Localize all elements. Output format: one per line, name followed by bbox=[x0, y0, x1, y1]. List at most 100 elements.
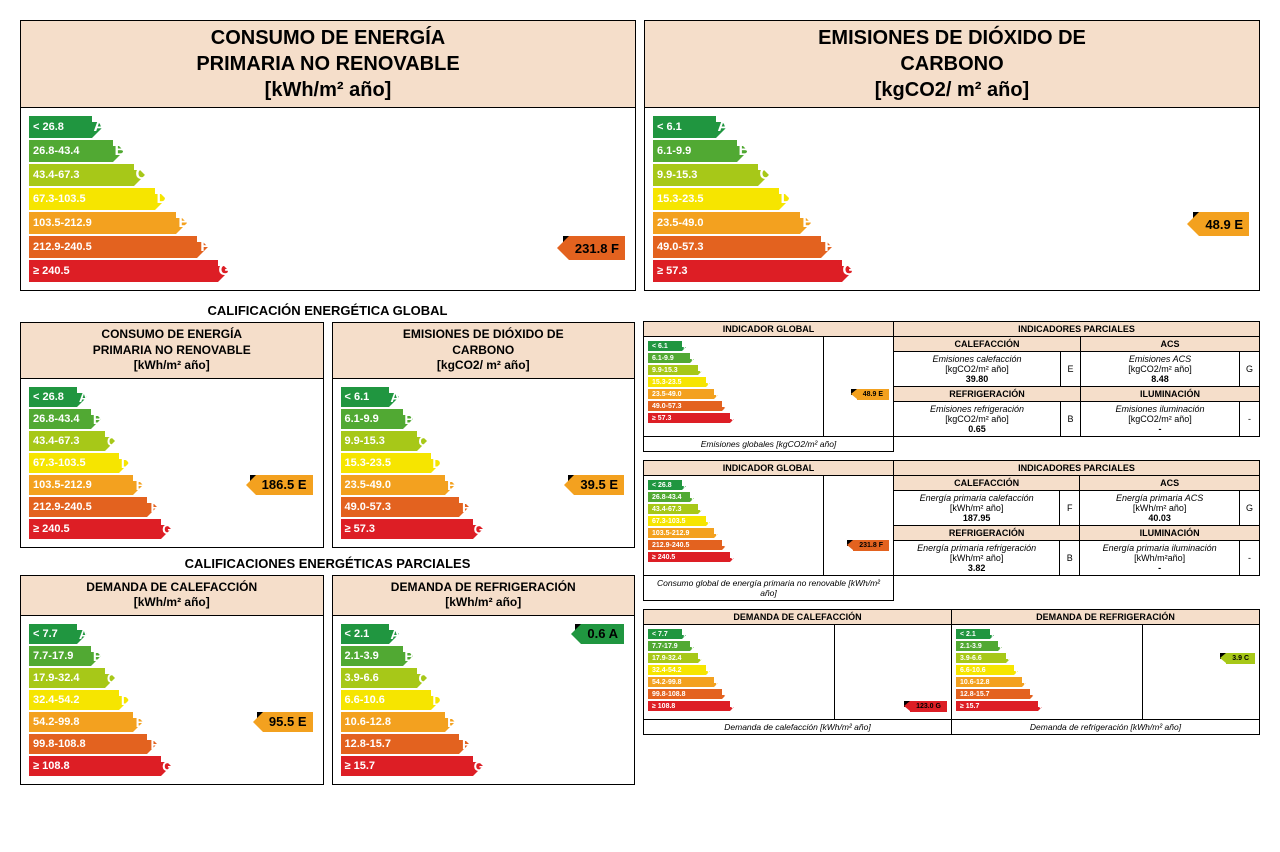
rating-bar-G: ≥ 108.8G bbox=[29, 756, 161, 776]
th-global-2: INDICADOR GLOBAL bbox=[644, 461, 894, 476]
th-global-1: INDICADOR GLOBAL bbox=[644, 322, 894, 337]
chart-global-right: < 6.1A6.1-9.9B9.9-15.3C15.3-23.5D23.5-49… bbox=[333, 379, 635, 547]
header-global-left: CONSUMO DE ENERGÍAPRIMARIA NO RENOVABLE[… bbox=[21, 323, 323, 379]
table-indicators-1: INDICADOR GLOBAL INDICADORES PARCIALES <… bbox=[643, 321, 1260, 452]
panel-partial-right: DEMANDA DE REFRIGERACIÓN[kWh/m² año] < 2… bbox=[332, 575, 636, 785]
rating-bar-C: 43.4-67.3C bbox=[648, 504, 819, 514]
rating-pointer: 39.5 E bbox=[574, 475, 624, 495]
rating-bar-D: 6.6-10.6D bbox=[341, 690, 473, 710]
rating-bar-G: ≥ 108.8G bbox=[648, 701, 830, 711]
rating-bar-D: 15.3-23.5D bbox=[341, 453, 473, 473]
chart-partial-left: < 7.7A7.7-17.9B17.9-32.4C32.4-54.2D54.2-… bbox=[21, 616, 323, 784]
rating-bar-D: 15.3-23.5D bbox=[648, 377, 819, 387]
rating-bar-G: ≥ 240.5G bbox=[648, 552, 819, 562]
chart-top-left: < 26.8A26.8-43.4B43.4-67.3C67.3-103.5D10… bbox=[21, 108, 635, 290]
rating-bar-A: < 26.8A bbox=[648, 480, 819, 490]
th-partial-1: INDICADORES PARCIALES bbox=[894, 322, 1260, 337]
mini-chart-3r: < 2.1A2.1-3.9B3.9-6.6C6.6-10.6D10.6-12.8… bbox=[951, 625, 1142, 720]
rating-bar-B: 6.1-9.9B bbox=[648, 353, 819, 363]
rating-bar-F: 49.0-57.3F bbox=[653, 236, 842, 258]
right-column: INDICADOR GLOBAL INDICADORES PARCIALES <… bbox=[643, 321, 1260, 735]
rating-bar-F: 49.0-57.3F bbox=[341, 497, 473, 517]
rating-bar-F: 99.8-108.8F bbox=[29, 734, 161, 754]
table-demands: DEMANDA DE CALEFACCIÓN DEMANDA DE REFRIG… bbox=[643, 609, 1260, 735]
rating-bar-A: < 26.8A bbox=[29, 387, 161, 407]
rating-bar-B: 7.7-17.9B bbox=[29, 646, 161, 666]
rating-bar-F: 212.9-240.5F bbox=[29, 497, 161, 517]
rating-bar-E: 23.5-49.0E bbox=[341, 475, 473, 495]
header-global-right: EMISIONES DE DIÓXIDO DECARBONO[kgCO2/ m²… bbox=[333, 323, 635, 379]
rating-bar-E: 103.5-212.9E bbox=[29, 475, 161, 495]
rating-bar-B: 7.7-17.9B bbox=[648, 641, 830, 651]
rating-bar-D: 6.6-10.6D bbox=[956, 665, 1138, 675]
rating-bar-A: < 7.7A bbox=[29, 624, 161, 644]
panel-top-left: CONSUMO DE ENERGÍAPRIMARIA NO RENOVABLE[… bbox=[20, 20, 636, 291]
rating-bar-D: 32.4-54.2D bbox=[29, 690, 161, 710]
rating-bar-D: 32.4-54.2D bbox=[648, 665, 830, 675]
rating-pointer: 123.0 G bbox=[910, 701, 947, 712]
title-partial: CALIFICACIONES ENERGÉTICAS PARCIALES bbox=[20, 556, 635, 571]
rating-bar-F: 12.8-15.7F bbox=[956, 689, 1138, 699]
mini-pointer-1: 48.9 E bbox=[824, 337, 894, 437]
header-partial-right: DEMANDA DE REFRIGERACIÓN[kWh/m² año] bbox=[333, 576, 635, 616]
rating-bar-C: 9.9-15.3C bbox=[648, 365, 819, 375]
rating-bar-A: < 6.1A bbox=[341, 387, 473, 407]
rating-bar-A: < 2.1A bbox=[956, 629, 1138, 639]
rating-bar-C: 3.9-6.6C bbox=[341, 668, 473, 688]
rating-bar-F: 212.9-240.5F bbox=[648, 540, 819, 550]
rating-bar-D: 67.3-103.5D bbox=[648, 516, 819, 526]
rating-bar-G: ≥ 57.3G bbox=[648, 413, 819, 423]
table-indicators-2: INDICADOR GLOBAL INDICADORES PARCIALES <… bbox=[643, 460, 1260, 601]
rating-pointer: 3.9 C bbox=[1226, 653, 1255, 664]
rating-bar-D: 67.3-103.5D bbox=[29, 188, 218, 210]
rating-bar-F: 99.8-108.8F bbox=[648, 689, 830, 699]
mini-chart-1: < 6.1A 6.1-9.9B 9.9-15.3C 15.3-23.5D 23.5-49… bbox=[644, 337, 824, 437]
panel-partial-left: DEMANDA DE CALEFACCIÓN[kWh/m² año] < 7.7… bbox=[20, 575, 324, 785]
rating-bar-C: 3.9-6.6C bbox=[956, 653, 1138, 663]
rating-pointer: 95.5 E bbox=[263, 712, 313, 732]
rating-bar-E: 23.5-49.0E bbox=[648, 389, 819, 399]
th-partial-2: INDICADORES PARCIALES bbox=[894, 461, 1260, 476]
rating-bar-G: ≥ 57.3G bbox=[341, 519, 473, 539]
rating-bar-E: 54.2-99.8E bbox=[29, 712, 161, 732]
mini-chart-2: < 26.8A26.8-43.4B43.4-67.3C67.3-103.5D10… bbox=[644, 476, 824, 576]
rating-bar-F: 49.0-57.3F bbox=[648, 401, 819, 411]
rating-bar-D: 67.3-103.5D bbox=[29, 453, 161, 473]
chart-partial-right: < 2.1A2.1-3.9B3.9-6.6C6.6-10.6D10.6-12.8… bbox=[333, 616, 635, 784]
rating-bar-A: < 26.8A bbox=[29, 116, 218, 138]
panel-global-left: CONSUMO DE ENERGÍAPRIMARIA NO RENOVABLE[… bbox=[20, 322, 324, 548]
rating-pointer: 231.8 F bbox=[569, 236, 625, 260]
rating-bar-C: 43.4-67.3C bbox=[29, 431, 161, 451]
rating-bar-C: 17.9-32.4C bbox=[648, 653, 830, 663]
panel-global-right: EMISIONES DE DIÓXIDO DECARBONO[kgCO2/ m²… bbox=[332, 322, 636, 548]
rating-pointer: 48.9 E bbox=[857, 389, 889, 400]
mini-pointer-2: 231.8 F bbox=[824, 476, 894, 576]
rating-bar-F: 12.8-15.7F bbox=[341, 734, 473, 754]
rating-bar-G: ≥ 57.3G bbox=[653, 260, 842, 282]
panel-top-right: EMISIONES DE DIÓXIDO DECARBONO[kgCO2/ m²… bbox=[644, 20, 1260, 291]
header-top-right: EMISIONES DE DIÓXIDO DECARBONO[kgCO2/ m²… bbox=[645, 21, 1259, 108]
rating-bar-C: 43.4-67.3C bbox=[29, 164, 218, 186]
rating-bar-G: ≥ 240.5G bbox=[29, 260, 218, 282]
rating-bar-B: 26.8-43.4B bbox=[29, 409, 161, 429]
rating-bar-A: < 6.1A bbox=[648, 341, 819, 351]
header-partial-left: DEMANDA DE CALEFACCIÓN[kWh/m² año] bbox=[21, 576, 323, 616]
mini-chart-3l: < 7.7A7.7-17.9B17.9-32.4C32.4-54.2D54.2-… bbox=[644, 625, 835, 720]
rating-bar-E: 10.6-12.8E bbox=[341, 712, 473, 732]
rating-bar-C: 17.9-32.4C bbox=[29, 668, 161, 688]
rating-bar-B: 26.8-43.4B bbox=[29, 140, 218, 162]
rating-bar-E: 103.5-212.9E bbox=[29, 212, 218, 234]
rating-bar-B: 26.8-43.4B bbox=[648, 492, 819, 502]
chart-global-left: < 26.8A26.8-43.4B43.4-67.3C67.3-103.5D10… bbox=[21, 379, 323, 547]
rating-bar-A: < 6.1A bbox=[653, 116, 842, 138]
rating-pointer: 48.9 E bbox=[1199, 212, 1249, 236]
title-global: CALIFICACIÓN ENERGÉTICA GLOBAL bbox=[20, 303, 635, 318]
rating-bar-G: ≥ 15.7G bbox=[341, 756, 473, 776]
left-column: CALIFICACIÓN ENERGÉTICA GLOBAL CONSUMO D… bbox=[20, 299, 635, 793]
rating-pointer: 231.8 F bbox=[853, 540, 889, 551]
rating-bar-A: < 7.7A bbox=[648, 629, 830, 639]
rating-bar-E: 23.5-49.0E bbox=[653, 212, 842, 234]
mini-pointer-3r: 3.9 C bbox=[1143, 625, 1260, 720]
mini-pointer-3l: 123.0 G bbox=[835, 625, 952, 720]
rating-bar-D: 15.3-23.5D bbox=[653, 188, 842, 210]
